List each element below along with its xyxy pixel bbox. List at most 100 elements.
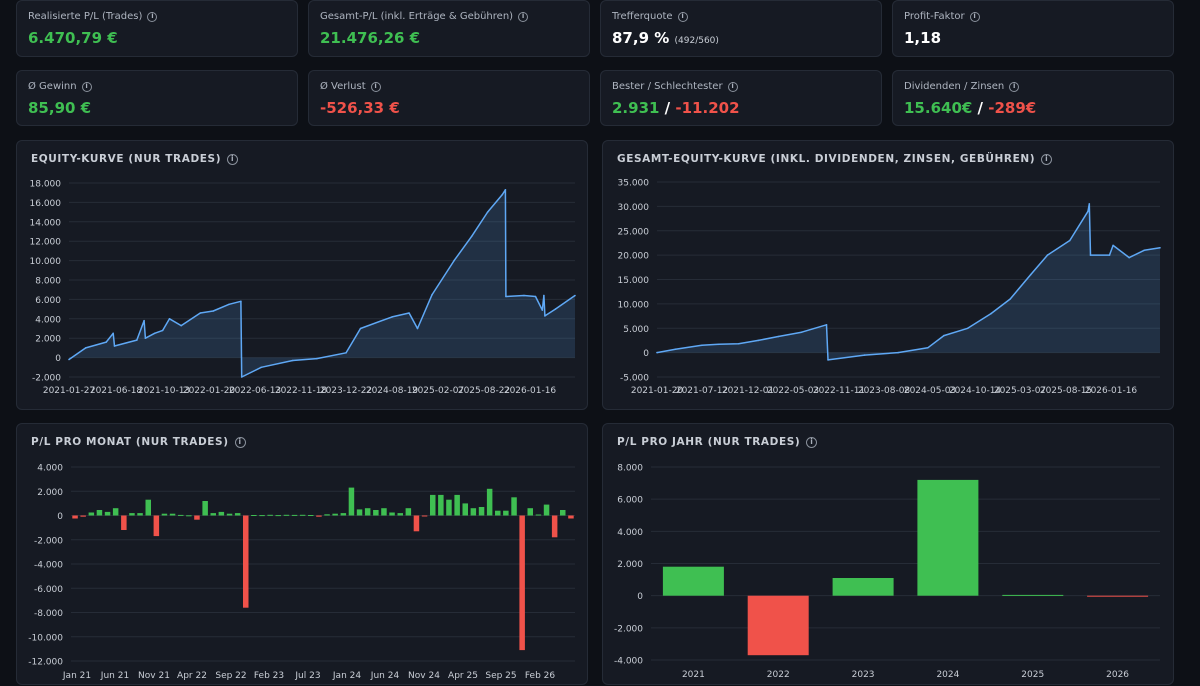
info-icon[interactable]: i: [234, 436, 246, 448]
x-tick-label: 2024: [936, 670, 959, 680]
pl-bar: [72, 515, 78, 519]
info-icon[interactable]: i: [518, 11, 529, 22]
pl-bar: [470, 508, 477, 516]
pl-bar: [226, 513, 233, 516]
x-tick-label: 2021-07-12: [676, 386, 728, 396]
yearly-pl-panel: P/L PRO JAHR (NUR TRADES) i -4.000 -2.000 0…: [602, 423, 1174, 685]
pl-bar: [543, 504, 550, 516]
x-tick-label: Apr 25: [448, 671, 478, 681]
pl-bar: [462, 503, 468, 516]
x-tick-label: 2023-12-22: [320, 386, 372, 396]
pl-bar: [446, 499, 452, 516]
kpi-value: 2.931 / -11.202: [612, 99, 870, 117]
y-tick-label: -2.000: [34, 536, 63, 546]
pl-bar: [202, 501, 208, 516]
pl-bar: [259, 515, 265, 517]
yearly-pl-chart[interactable]: -4.000 -2.000 0 2.000 4.000 6.000 8.000 2021 202…: [603, 424, 1175, 686]
x-tick-label: 2025-03-07: [994, 386, 1046, 396]
pl-bar: [104, 511, 111, 516]
x-tick-label: 2021-06-18: [90, 386, 143, 396]
equity-point: [168, 318, 171, 320]
x-tick-label: 2025-02-07: [412, 386, 464, 396]
kpi-value: 87,9 % (492/560): [612, 29, 870, 47]
x-tick-label: 2025: [1021, 670, 1044, 680]
kpi-value: 21.476,26 €: [320, 29, 421, 47]
equity-point: [701, 344, 703, 347]
kpi-label: Realisierte P/L (Trades) i: [28, 11, 286, 22]
equity-point: [260, 366, 263, 369]
panel-title: P/L PRO JAHR (NUR TRADES) i: [617, 436, 818, 448]
x-tick-label: 2021-10-13: [138, 386, 190, 396]
equity-point: [863, 354, 866, 356]
equity-point: [453, 259, 455, 262]
equity-point: [1069, 239, 1071, 242]
equity-point: [199, 312, 202, 314]
equity-point: [656, 351, 658, 354]
kpi-label-text: Dividenden / Zinsen: [904, 81, 1005, 92]
info-icon[interactable]: i: [370, 81, 381, 92]
equity-point: [240, 300, 242, 303]
kpi-label: Dividenden / Zinsen i: [904, 81, 1162, 92]
kpi-value: -526,33 €: [320, 99, 400, 117]
pl-bar: [551, 515, 558, 538]
info-icon[interactable]: i: [147, 11, 158, 22]
pl-bar: [348, 487, 355, 516]
kpi-value-sub: (492/560): [674, 36, 719, 46]
equity-point: [161, 329, 164, 332]
info-icon[interactable]: i: [806, 436, 818, 448]
x-tick-label: Sep 25: [485, 671, 516, 681]
info-icon[interactable]: i: [227, 153, 239, 165]
x-tick-label: 2024-08-19: [366, 386, 419, 396]
y-tick-label: 2.000: [37, 488, 63, 498]
info-icon[interactable]: i: [1041, 153, 1053, 165]
kpi-value: 6.470,79 €: [28, 29, 118, 47]
equity-point: [316, 357, 318, 360]
info-icon[interactable]: i: [727, 81, 738, 92]
monthly-pl-chart[interactable]: -12.000 -10.000 -8.000 -6.000 -4.000 -2.000 0 2…: [17, 424, 589, 686]
y-tick-label: 6.000: [35, 296, 61, 306]
info-icon[interactable]: i: [81, 81, 92, 92]
x-tick-label: 2022-11-11: [813, 386, 865, 396]
pl-bar: [186, 515, 192, 517]
equity-point: [800, 331, 803, 333]
y-tick-label: 4.000: [617, 528, 643, 538]
info-icon[interactable]: i: [969, 11, 980, 22]
equity-point: [1046, 254, 1049, 256]
kpi-value: 1,18: [904, 29, 942, 47]
info-icon[interactable]: i: [1009, 81, 1020, 92]
pl-bar: [194, 515, 200, 520]
y-tick-label: 20.000: [618, 252, 650, 262]
kpi-label-text: Gesamt-P/L (inkl. Erträge & Gebühren): [320, 11, 514, 22]
pl-bar: [430, 494, 436, 516]
x-tick-label: 2026-01-16: [1085, 386, 1138, 396]
x-tick-label: Sep 22: [215, 671, 246, 681]
equity-point: [501, 193, 504, 196]
pl-bar: [121, 515, 127, 530]
y-tick-label: -8.000: [34, 609, 63, 619]
kpi-label-text: Realisierte P/L (Trades): [28, 11, 143, 22]
pl-bar: [210, 513, 216, 516]
equity-point: [345, 352, 347, 354]
equity-point: [1088, 203, 1091, 205]
y-tick-label: -12.000: [28, 658, 63, 668]
kpi-card-profit-factor: Profit-Faktor i 1,18: [892, 0, 1174, 57]
x-tick-label: 2022-01-20: [183, 386, 236, 396]
y-tick-label: -5.000: [620, 374, 649, 384]
x-tick-label: Feb 26: [525, 671, 556, 681]
x-tick-label: 2023: [852, 670, 875, 680]
equity-curve-chart[interactable]: -2.000 0 2.000 4.000 6.000 8.000 10.000 12.000 1…: [17, 141, 589, 411]
pl-bar: [153, 515, 160, 537]
equity-point: [1159, 247, 1161, 249]
kpi-label: Ø Verlust i: [320, 81, 578, 92]
y-tick-label: 12.000: [30, 238, 62, 248]
pl-bar: [662, 566, 724, 596]
y-tick-label: -2.000: [32, 374, 61, 384]
x-tick-label: Apr 22: [177, 671, 207, 681]
pl-bar: [832, 578, 894, 596]
pl-bar: [373, 510, 379, 516]
pl-bar: [519, 515, 525, 651]
info-icon[interactable]: i: [677, 11, 688, 22]
chart-title: P/L PRO JAHR (NUR TRADES): [617, 436, 801, 448]
total-equity-curve-chart[interactable]: -5.000 0 5.000 10.000 15.000 20.000 25.000 30.0…: [603, 141, 1175, 411]
x-tick-label: 2026: [1106, 670, 1129, 680]
